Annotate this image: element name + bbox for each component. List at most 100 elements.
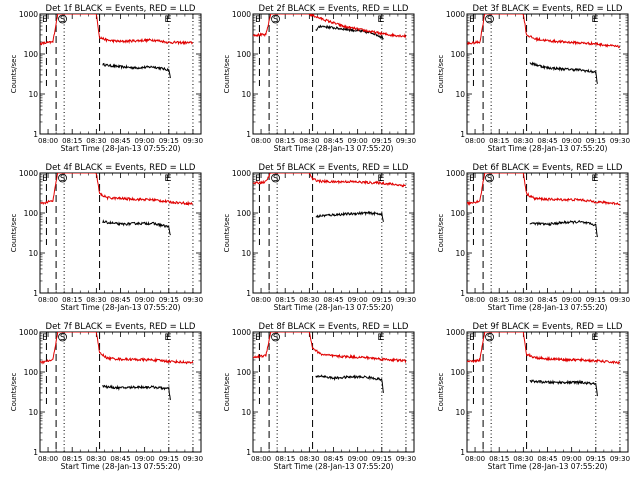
x-axis-label: Start Time (28-Jan-13 07:55:20) xyxy=(274,303,394,312)
y-tick-label: 10 xyxy=(455,249,465,258)
series-lld-line xyxy=(467,14,621,49)
y-axis-label: Counts/sec xyxy=(223,373,231,412)
x-tick-label: 09:30 xyxy=(183,455,203,463)
y-tick-label: 100 xyxy=(451,209,466,218)
marker-label: S xyxy=(273,333,278,343)
chart-title: Det 6f BLACK = Events, RED = LLD xyxy=(473,163,623,173)
x-tick-label: 08:45 xyxy=(110,137,130,145)
x-tick-label: 09:30 xyxy=(396,296,416,304)
x-tick-label: 08:00 xyxy=(38,455,58,463)
x-tick-label: 08:00 xyxy=(251,455,271,463)
y-tick-label: 1000 xyxy=(446,10,465,19)
x-tick-label: 09:30 xyxy=(396,137,416,145)
x-tick-label: 08:00 xyxy=(38,296,58,304)
x-tick-label: 08:15 xyxy=(62,296,82,304)
x-axis: 08:00 08:15 08:30 08:45 09:00 09:15 09:30 xyxy=(38,332,203,463)
y-tick-label: 1 xyxy=(246,448,251,457)
marker-label: E xyxy=(593,333,598,343)
y-axis-label: Counts/sec xyxy=(437,55,445,94)
x-tick-label: 08:30 xyxy=(299,455,319,463)
x-axis-label: Start Time (28-Jan-13 07:55:20) xyxy=(488,144,608,153)
marker-label: E xyxy=(378,15,383,25)
marker-label: E xyxy=(592,333,597,343)
marker-label: E xyxy=(42,333,47,343)
y-tick-label: 1 xyxy=(33,448,38,457)
x-tick-label: 09:15 xyxy=(586,455,606,463)
y-axis: 1 10 100 1000 xyxy=(19,169,201,298)
x-tick-label: 08:30 xyxy=(299,296,319,304)
y-axis: 1 10 100 1000 xyxy=(19,10,201,139)
marker-label: S xyxy=(273,15,278,25)
y-axis: 1 10 100 1000 xyxy=(232,328,414,457)
x-axis-label: Start Time (28-Jan-13 07:55:20) xyxy=(488,303,608,312)
y-tick-label: 10 xyxy=(241,408,251,417)
x-tick-label: 08:45 xyxy=(323,296,343,304)
marker-label: E xyxy=(166,174,171,184)
x-tick-label: 08:45 xyxy=(537,455,557,463)
x-axis: 08:00 08:15 08:30 08:45 09:00 09:15 09:30 xyxy=(38,173,203,304)
x-tick-label: 08:30 xyxy=(86,137,106,145)
marker-circle xyxy=(485,332,494,342)
x-tick-label: 09:00 xyxy=(348,455,368,463)
x-axis: 08:00 08:15 08:30 08:45 09:00 09:15 09:30 xyxy=(465,14,630,145)
panel-3: Det 3f BLACK = Events, RED = LLD 1 10 100 10… xyxy=(437,4,630,153)
chart-title: Det 7f BLACK = Events, RED = LLD xyxy=(46,322,196,332)
x-tick-label: 08:45 xyxy=(110,455,130,463)
x-tick-label: 09:00 xyxy=(348,296,368,304)
marker-label: E xyxy=(42,174,47,184)
y-tick-label: 100 xyxy=(451,50,466,59)
marker-label: E xyxy=(379,333,384,343)
series-events-line xyxy=(315,210,384,223)
marker-label: S xyxy=(60,174,65,184)
marker-label: E xyxy=(255,174,260,184)
x-tick-label: 09:15 xyxy=(586,296,606,304)
x-tick-label: 09:30 xyxy=(610,296,630,304)
marker-label: E xyxy=(166,333,171,343)
marker-label: E xyxy=(469,174,474,184)
y-axis: 1 10 100 1000 xyxy=(232,169,414,298)
series-events-line xyxy=(529,379,598,397)
marker-circle xyxy=(58,332,67,342)
y-axis: 1 10 100 1000 xyxy=(19,328,201,457)
y-tick-label: 100 xyxy=(237,50,252,59)
chart-title: Det 1f BLACK = Events, RED = LLD xyxy=(46,4,196,14)
y-tick-label: 1000 xyxy=(446,328,465,337)
x-tick-label: 08:00 xyxy=(465,137,485,145)
x-axis-label: Start Time (28-Jan-13 07:55:20) xyxy=(274,462,394,471)
x-axis: 08:00 08:15 08:30 08:45 09:00 09:15 09:30 xyxy=(38,14,203,145)
series-events-line xyxy=(315,374,384,393)
x-axis: 08:00 08:15 08:30 08:45 09:00 09:15 09:30 xyxy=(465,173,630,304)
x-tick-label: 09:30 xyxy=(396,455,416,463)
y-tick-label: 1 xyxy=(33,289,38,298)
x-tick-label: 08:45 xyxy=(323,455,343,463)
y-tick-label: 10 xyxy=(28,408,38,417)
marker-label: E xyxy=(165,174,170,184)
x-tick-label: 08:15 xyxy=(62,455,82,463)
panel-7: Det 7f BLACK = Events, RED = LLD 1 10 100 10… xyxy=(10,322,203,471)
marker-label: S xyxy=(487,15,492,25)
x-tick-label: 09:15 xyxy=(586,137,606,145)
marker-label: E xyxy=(379,15,384,25)
series-events-line xyxy=(102,62,171,79)
y-tick-label: 1 xyxy=(246,130,251,139)
marker-label: E xyxy=(378,333,383,343)
x-tick-label: 08:15 xyxy=(489,296,509,304)
x-tick-label: 08:00 xyxy=(251,137,271,145)
x-axis-label: Start Time (28-Jan-13 07:55:20) xyxy=(61,144,181,153)
y-tick-label: 1000 xyxy=(19,328,38,337)
x-tick-label: 08:15 xyxy=(275,455,295,463)
chart-title: Det 9f BLACK = Events, RED = LLD xyxy=(473,322,623,332)
marker-circle xyxy=(271,332,280,342)
y-tick-label: 1 xyxy=(460,289,465,298)
marker-circle xyxy=(485,14,494,24)
x-tick-label: 09:00 xyxy=(562,137,582,145)
x-tick-label: 08:15 xyxy=(275,296,295,304)
x-axis: 08:00 08:15 08:30 08:45 09:00 09:15 09:30 xyxy=(251,14,416,145)
marker-label: E xyxy=(255,333,260,343)
panel-4: Det 4f BLACK = Events, RED = LLD 1 10 100 10… xyxy=(10,163,203,312)
chart-title: Det 5f BLACK = Events, RED = LLD xyxy=(259,163,409,173)
marker-label: S xyxy=(273,174,278,184)
chart-title: Det 4f BLACK = Events, RED = LLD xyxy=(46,163,196,173)
x-tick-label: 09:15 xyxy=(372,296,392,304)
